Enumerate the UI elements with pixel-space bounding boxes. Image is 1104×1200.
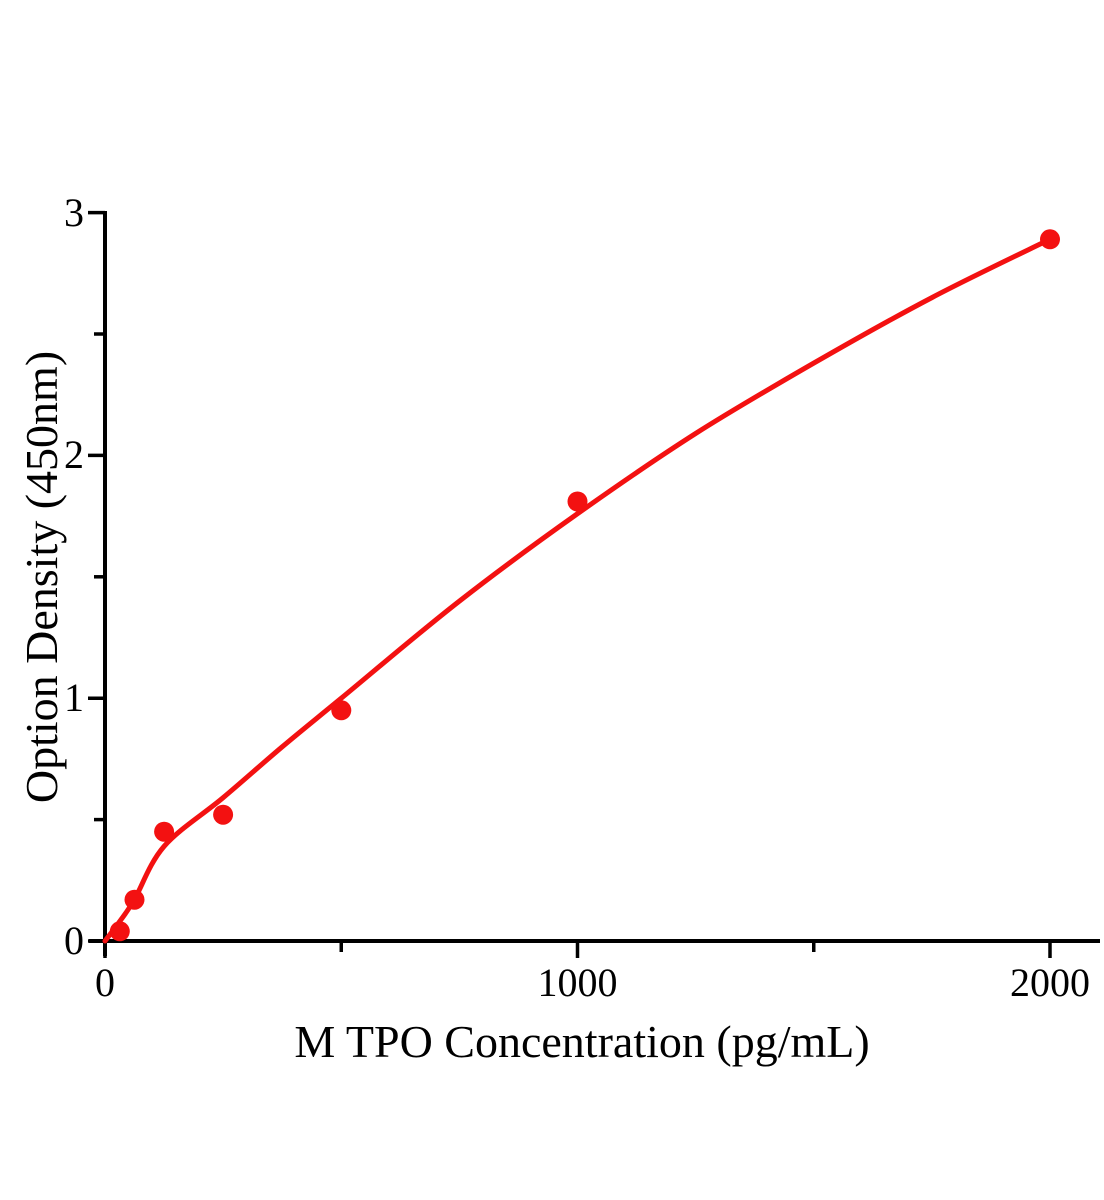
data-point-marker [124,889,145,910]
y-tick-label: 3 [64,189,84,235]
data-point-marker [213,804,234,825]
y-tick-label: 2 [64,432,84,478]
data-point-marker [567,491,588,512]
fit-curve-line [102,236,1053,944]
data-point-marker [109,921,130,942]
data-point-marker [1040,229,1060,250]
x-tick-label: 1000 [537,960,618,1005]
y-tick-label: 0 [64,918,84,963]
y-tick-label: 1 [64,675,84,721]
data-point-marker [154,821,175,842]
x-tick-label: 0 [95,960,115,1005]
y-axis-title: Option Density (450nm) [16,350,67,804]
x-tick-label: 2000 [1010,960,1090,1005]
data-point-marker [331,700,352,721]
x-axis-title: M TPO Concentration (pg/mL) [294,1016,870,1067]
